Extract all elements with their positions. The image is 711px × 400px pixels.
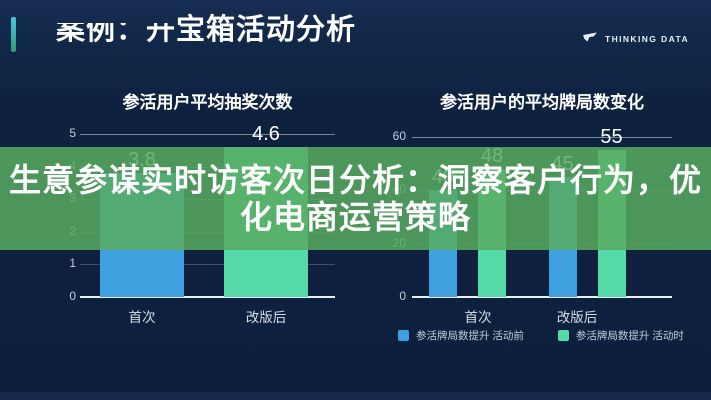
thinkingdata-logo-text: THINKING DATA bbox=[605, 34, 689, 44]
slide-header: 案例：开宝箱活动分析 THINKING DATA bbox=[0, 0, 711, 70]
bar-value-label: 4.6 bbox=[252, 123, 280, 146]
y-tick-label: 0 bbox=[69, 289, 76, 303]
x-category-label: 改版后 bbox=[245, 310, 287, 325]
gridline bbox=[80, 134, 335, 135]
x-category-label: 改版后 bbox=[556, 310, 598, 325]
x-category-label: 首次 bbox=[464, 310, 492, 325]
page-title-main: 宝箱活动分析 bbox=[176, 14, 357, 46]
gridline bbox=[80, 264, 335, 266]
gridline bbox=[412, 137, 672, 138]
headline-overlay: 生意参谋实时访客次日分析：洞察客户行为，优 化电商运营策略 bbox=[0, 147, 711, 250]
bar-value-label: 55 bbox=[600, 126, 623, 149]
header-accent-bar bbox=[11, 17, 16, 52]
headline-line-2: 化电商运营策略 bbox=[239, 198, 471, 235]
page-title: 案例：开宝箱活动分析 bbox=[56, 10, 356, 50]
legend-swatch bbox=[398, 330, 409, 341]
legend-label: 参活牌局数提升 活动前 bbox=[416, 330, 524, 342]
thinkingdata-logo-icon bbox=[582, 30, 598, 48]
headline-line-1: 生意参谋实时访客次日分析：洞察客户行为，优 bbox=[8, 161, 702, 198]
legend-item: 参活牌局数提升 活动前 bbox=[398, 328, 524, 343]
thinkingdata-logo: THINKING DATA bbox=[582, 30, 689, 48]
x-axis-line bbox=[80, 296, 335, 298]
page-title-prefix: 案例：开 bbox=[56, 14, 177, 46]
legend-swatch bbox=[557, 330, 569, 341]
legend-label: 参活牌局数提升 活动时 bbox=[575, 330, 684, 342]
x-axis-line bbox=[412, 296, 672, 298]
y-tick-label: 0 bbox=[399, 289, 406, 303]
chart-title: 参活用户的平均牌局数变化 bbox=[440, 93, 644, 112]
x-category-label: 首次 bbox=[128, 310, 156, 325]
y-tick-label: 60 bbox=[392, 129, 406, 143]
legend-item: 参活牌局数提升 活动时 bbox=[557, 328, 684, 343]
chart-title: 参活用户平均抽奖次数 bbox=[122, 93, 293, 112]
y-tick-label: 1 bbox=[69, 256, 76, 271]
chart-legend: 参活牌局数提升 活动前 参活牌局数提升 活动时 bbox=[398, 328, 684, 343]
footer-strip bbox=[0, 392, 711, 400]
y-tick-label: 5 bbox=[69, 126, 76, 140]
